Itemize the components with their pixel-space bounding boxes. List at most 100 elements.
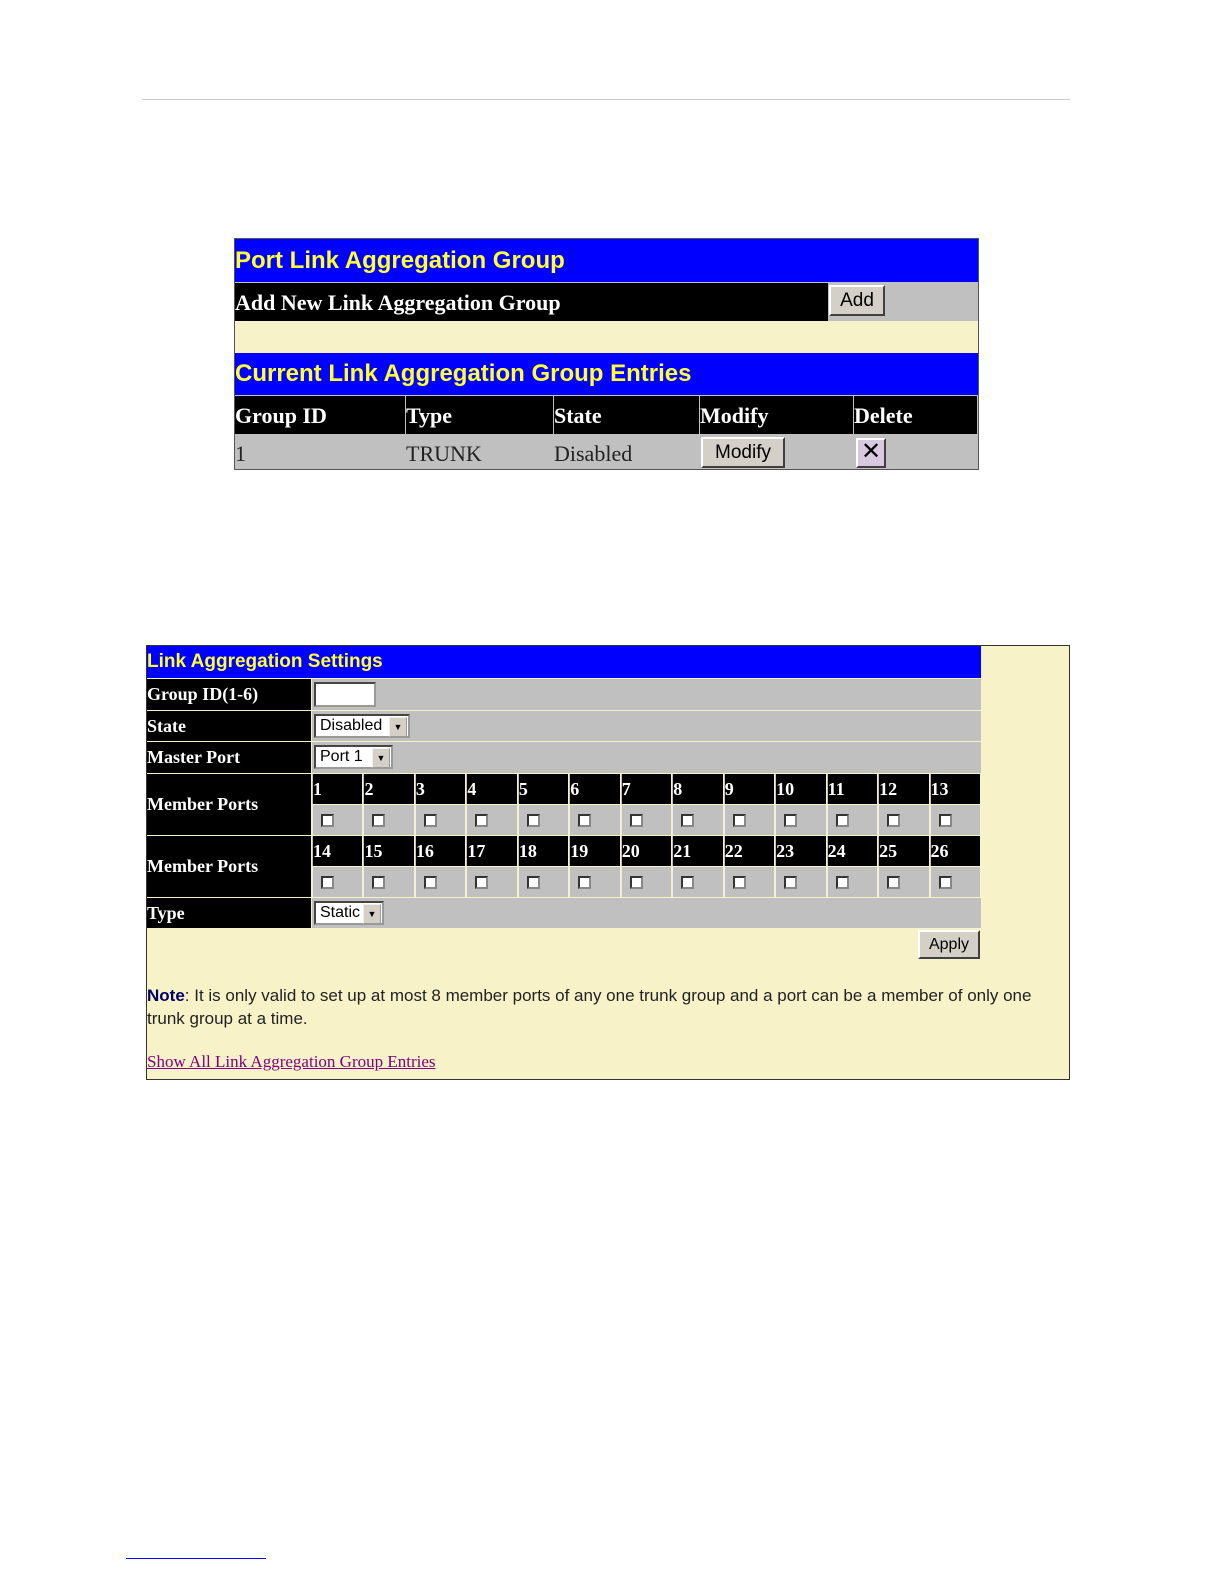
- state-select[interactable]: Disabled ▼: [314, 714, 410, 738]
- show-all-entries-link[interactable]: Show All Link Aggregation Group Entries: [147, 1052, 436, 1071]
- port-cell: [672, 867, 723, 897]
- port-number: 7: [620, 774, 672, 804]
- state-label: State: [147, 711, 311, 741]
- add-button[interactable]: Add: [829, 285, 885, 316]
- port-cell: [775, 805, 826, 835]
- type-cell: [312, 898, 981, 928]
- port-19-checkbox[interactable]: [578, 876, 592, 889]
- port-18-checkbox[interactable]: [526, 876, 540, 889]
- spacer: [235, 321, 978, 353]
- port-26-checkbox[interactable]: [938, 876, 952, 889]
- port-2-checkbox[interactable]: [372, 814, 386, 827]
- cell-state: Disabled: [554, 441, 633, 466]
- port-number: 6: [569, 774, 620, 804]
- port-number: 17: [466, 836, 517, 866]
- port-23-checkbox[interactable]: [784, 876, 798, 889]
- port-number: 24: [826, 836, 878, 866]
- port-link-aggregation-panel: Port Link Aggregation Group Add New Link…: [234, 238, 979, 470]
- port-cell: [312, 805, 363, 835]
- port-number: 19: [569, 836, 620, 866]
- port-16-checkbox[interactable]: [423, 876, 437, 889]
- port-22-checkbox[interactable]: [732, 876, 746, 889]
- port-20-checkbox[interactable]: [629, 876, 643, 889]
- port-number: 23: [775, 836, 826, 866]
- port-cell: [878, 805, 929, 835]
- cell-group-id: 1: [235, 441, 246, 466]
- member-ports-label: Member Ports: [147, 774, 311, 835]
- port-cell: [414, 867, 466, 897]
- delete-x-icon[interactable]: ✕: [856, 438, 886, 468]
- port-3-checkbox[interactable]: [423, 814, 437, 827]
- port-number: 26: [929, 836, 980, 866]
- port-cell: [826, 867, 878, 897]
- port-9-checkbox[interactable]: [732, 814, 746, 827]
- dropdown-arrow-icon: ▼: [363, 904, 381, 924]
- port-1-checkbox[interactable]: [321, 814, 334, 827]
- apply-button[interactable]: Apply: [918, 930, 980, 959]
- column-header: Group ID: [235, 396, 405, 434]
- note-text: Note: It is only valid to set up at most…: [147, 984, 1069, 1030]
- settings-title: Link Aggregation Settings: [147, 646, 981, 678]
- port-24-checkbox[interactable]: [835, 876, 849, 889]
- port-7-checkbox[interactable]: [629, 814, 643, 827]
- port-number: 21: [672, 836, 723, 866]
- port-number: 16: [414, 836, 466, 866]
- port-10-checkbox[interactable]: [784, 814, 798, 827]
- panel-title: Port Link Aggregation Group: [235, 239, 978, 282]
- port-11-checkbox[interactable]: [835, 814, 849, 827]
- type-select[interactable]: Static ▼: [314, 901, 384, 925]
- port-13-checkbox[interactable]: [938, 814, 952, 827]
- port-number: 12: [878, 774, 929, 804]
- port-number: 1: [312, 774, 363, 804]
- modify-button[interactable]: Modify: [701, 437, 785, 468]
- port-cell: [569, 867, 620, 897]
- port-number: 25: [878, 836, 929, 866]
- master-port-cell: [312, 742, 981, 773]
- link-aggregation-settings-panel: Link Aggregation Settings Group ID(1-6) …: [146, 645, 1070, 1080]
- port-cell: [878, 867, 929, 897]
- port-number: 5: [517, 774, 569, 804]
- port-number: 13: [929, 774, 980, 804]
- port-number: 9: [723, 774, 775, 804]
- port-cell: [672, 805, 723, 835]
- port-12-checkbox[interactable]: [887, 814, 901, 827]
- footer-rule: [126, 1558, 266, 1559]
- port-number: 2: [363, 774, 414, 804]
- port-cell: [517, 867, 569, 897]
- add-group-label: Add New Link Aggregation Group: [235, 283, 828, 321]
- port-14-checkbox[interactable]: [321, 876, 334, 889]
- port-number: 11: [826, 774, 878, 804]
- port-cell: [466, 805, 517, 835]
- port-cell: [826, 805, 878, 835]
- member-ports-label: Member Ports: [147, 836, 311, 897]
- port-15-checkbox[interactable]: [372, 876, 386, 889]
- port-cell: [363, 805, 414, 835]
- port-cell: [414, 805, 466, 835]
- port-4-checkbox[interactable]: [475, 814, 489, 827]
- state-cell: [312, 711, 981, 741]
- port-cell: [723, 867, 775, 897]
- entries-title: Current Link Aggregation Group Entries: [235, 353, 978, 395]
- group-id-label: Group ID(1-6): [147, 679, 311, 710]
- header-rule: [142, 99, 1070, 100]
- port-25-checkbox[interactable]: [887, 876, 901, 889]
- type-value: Static: [320, 904, 361, 921]
- column-header: Modify: [700, 396, 853, 434]
- port-8-checkbox[interactable]: [681, 814, 695, 827]
- port-cell: [929, 805, 980, 835]
- port-cell: [723, 805, 775, 835]
- column-header: State: [554, 396, 699, 434]
- dropdown-arrow-icon: ▼: [389, 717, 407, 737]
- port-cell: [620, 805, 672, 835]
- port-21-checkbox[interactable]: [681, 876, 695, 889]
- group-id-input[interactable]: [314, 682, 376, 707]
- master-port-select[interactable]: Port 1 ▼: [314, 745, 393, 769]
- port-5-checkbox[interactable]: [526, 814, 540, 827]
- port-number: 20: [620, 836, 672, 866]
- port-6-checkbox[interactable]: [578, 814, 592, 827]
- port-17-checkbox[interactable]: [475, 876, 489, 889]
- port-number: 3: [414, 774, 466, 804]
- port-number: 4: [466, 774, 517, 804]
- port-number: 22: [723, 836, 775, 866]
